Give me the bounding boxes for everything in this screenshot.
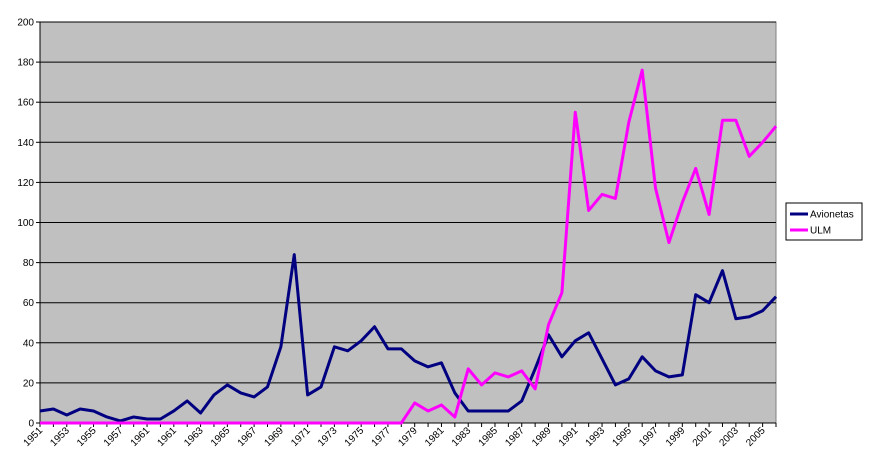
legend-label: Avionetas <box>810 210 854 221</box>
x-tick-label: 1953 <box>48 425 72 449</box>
y-tick-label: 40 <box>23 338 35 349</box>
x-tick-label: 1997 <box>637 425 661 449</box>
y-tick-label: 20 <box>23 378 35 389</box>
x-tick-label: 1999 <box>664 425 688 449</box>
x-tick-label: 1965 <box>209 425 233 449</box>
y-tick-label: 200 <box>17 18 34 29</box>
x-tick-label: 1961 <box>155 425 179 449</box>
x-tick-label: 2001 <box>691 425 715 449</box>
x-tick-label: 1955 <box>75 425 99 449</box>
x-tick-label: 1991 <box>557 425 581 449</box>
x-tick-label: 1981 <box>423 425 447 449</box>
y-tick-label: 100 <box>17 218 34 229</box>
x-tick-label: 1987 <box>503 425 527 449</box>
legend: Avionetas ULM <box>785 202 863 241</box>
x-tick-label: 1993 <box>584 425 608 449</box>
y-tick-label: 0 <box>28 419 34 430</box>
x-tick-label: 2005 <box>744 425 768 449</box>
y-tick-label: 180 <box>17 58 34 69</box>
series-line <box>40 68 778 425</box>
x-tick-label: 1961 <box>129 425 153 449</box>
x-tick-label: 1971 <box>289 425 313 449</box>
x-tick-label: 1963 <box>182 425 206 449</box>
x-tick-label: 1975 <box>343 425 367 449</box>
x-tick-label: 1967 <box>236 425 260 449</box>
x-tick-label: 1983 <box>450 425 474 449</box>
x-tick-label: 1989 <box>530 425 554 449</box>
x-tick-label: 1957 <box>102 425 126 449</box>
legend-box <box>785 202 863 241</box>
legend-label: ULM <box>810 226 831 237</box>
x-tick-label: 1951 <box>22 425 46 449</box>
x-tick-label: 1973 <box>316 425 340 449</box>
x-tick-label: 1995 <box>610 425 634 449</box>
y-tick-label: 120 <box>17 178 34 189</box>
x-tick-label: 1969 <box>262 425 286 449</box>
x-tick-label: 1985 <box>477 425 501 449</box>
x-tick-label: 1979 <box>396 425 420 449</box>
series-line <box>39 253 778 423</box>
y-tick-label: 160 <box>17 98 34 109</box>
x-tick-label: 2003 <box>717 425 741 449</box>
y-tick-label: 60 <box>23 298 35 309</box>
x-tick-label: 1977 <box>370 425 394 449</box>
y-tick-label: 80 <box>23 258 35 269</box>
y-tick-label: 140 <box>17 138 34 149</box>
